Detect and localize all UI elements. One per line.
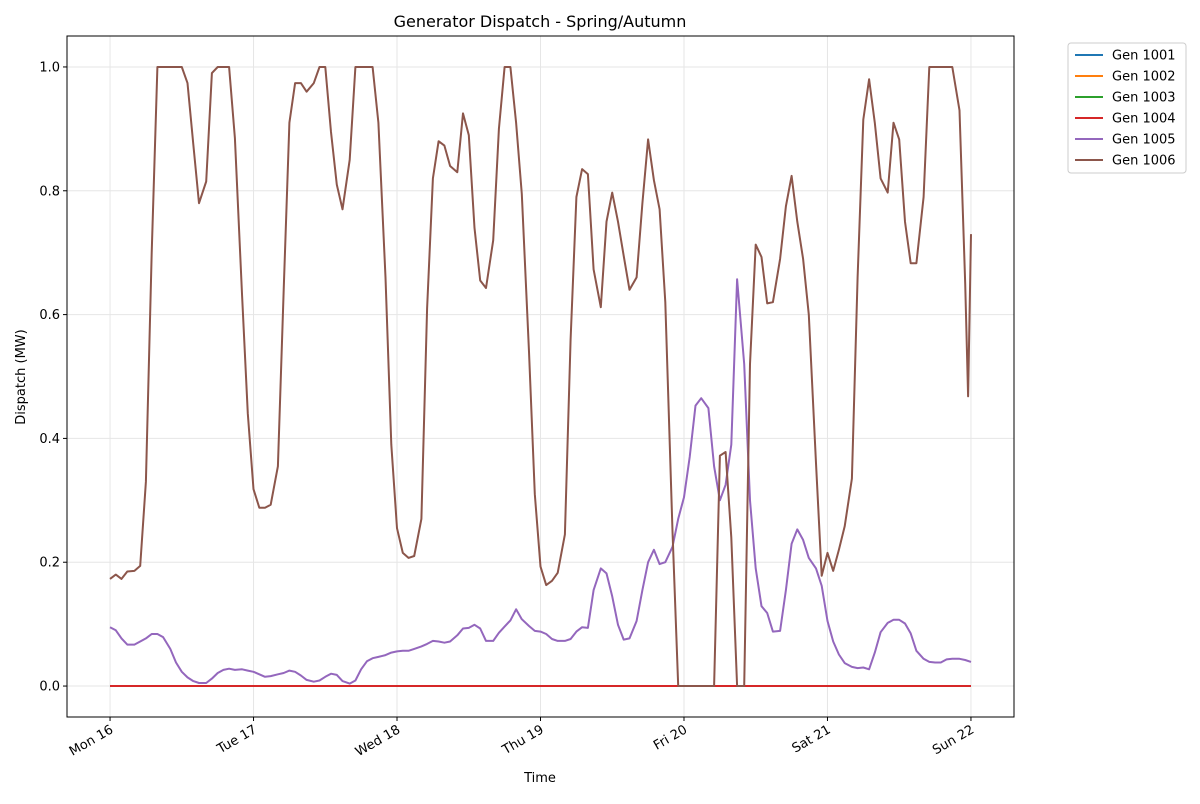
y-tick-label: 0.4 <box>39 432 60 447</box>
legend-label: Gen 1002 <box>1112 70 1176 85</box>
y-tick-label: 1.0 <box>39 60 60 75</box>
legend-label: Gen 1001 <box>1112 49 1176 64</box>
legend-label: Gen 1004 <box>1112 112 1176 127</box>
chart-legend: Gen 1001 Gen 1002 Gen 1003 Gen 1004 Gen 1005… <box>1067 42 1187 174</box>
x-axis-label: Time <box>523 771 556 786</box>
chart-title: Generator Dispatch - Spring/Autumn <box>394 12 687 31</box>
y-tick-label: 0.2 <box>39 556 60 571</box>
y-tick-label: 0.0 <box>39 680 60 695</box>
series-lines <box>109 66 972 687</box>
legend-label: Gen 1006 <box>1112 154 1176 169</box>
y-tick-label: 0.6 <box>39 308 60 323</box>
legend-label: Gen 1003 <box>1112 91 1176 106</box>
series-line-gen-1006 <box>109 66 972 687</box>
series-line-gen-1005 <box>109 278 972 685</box>
y-axis-label: Dispatch (MW) <box>14 329 29 424</box>
y-tick-label: 0.8 <box>39 184 60 199</box>
legend-items: Gen 1001 Gen 1002 Gen 1003 Gen 1004 Gen 1005… <box>1075 49 1176 169</box>
legend-label: Gen 1005 <box>1112 133 1176 148</box>
